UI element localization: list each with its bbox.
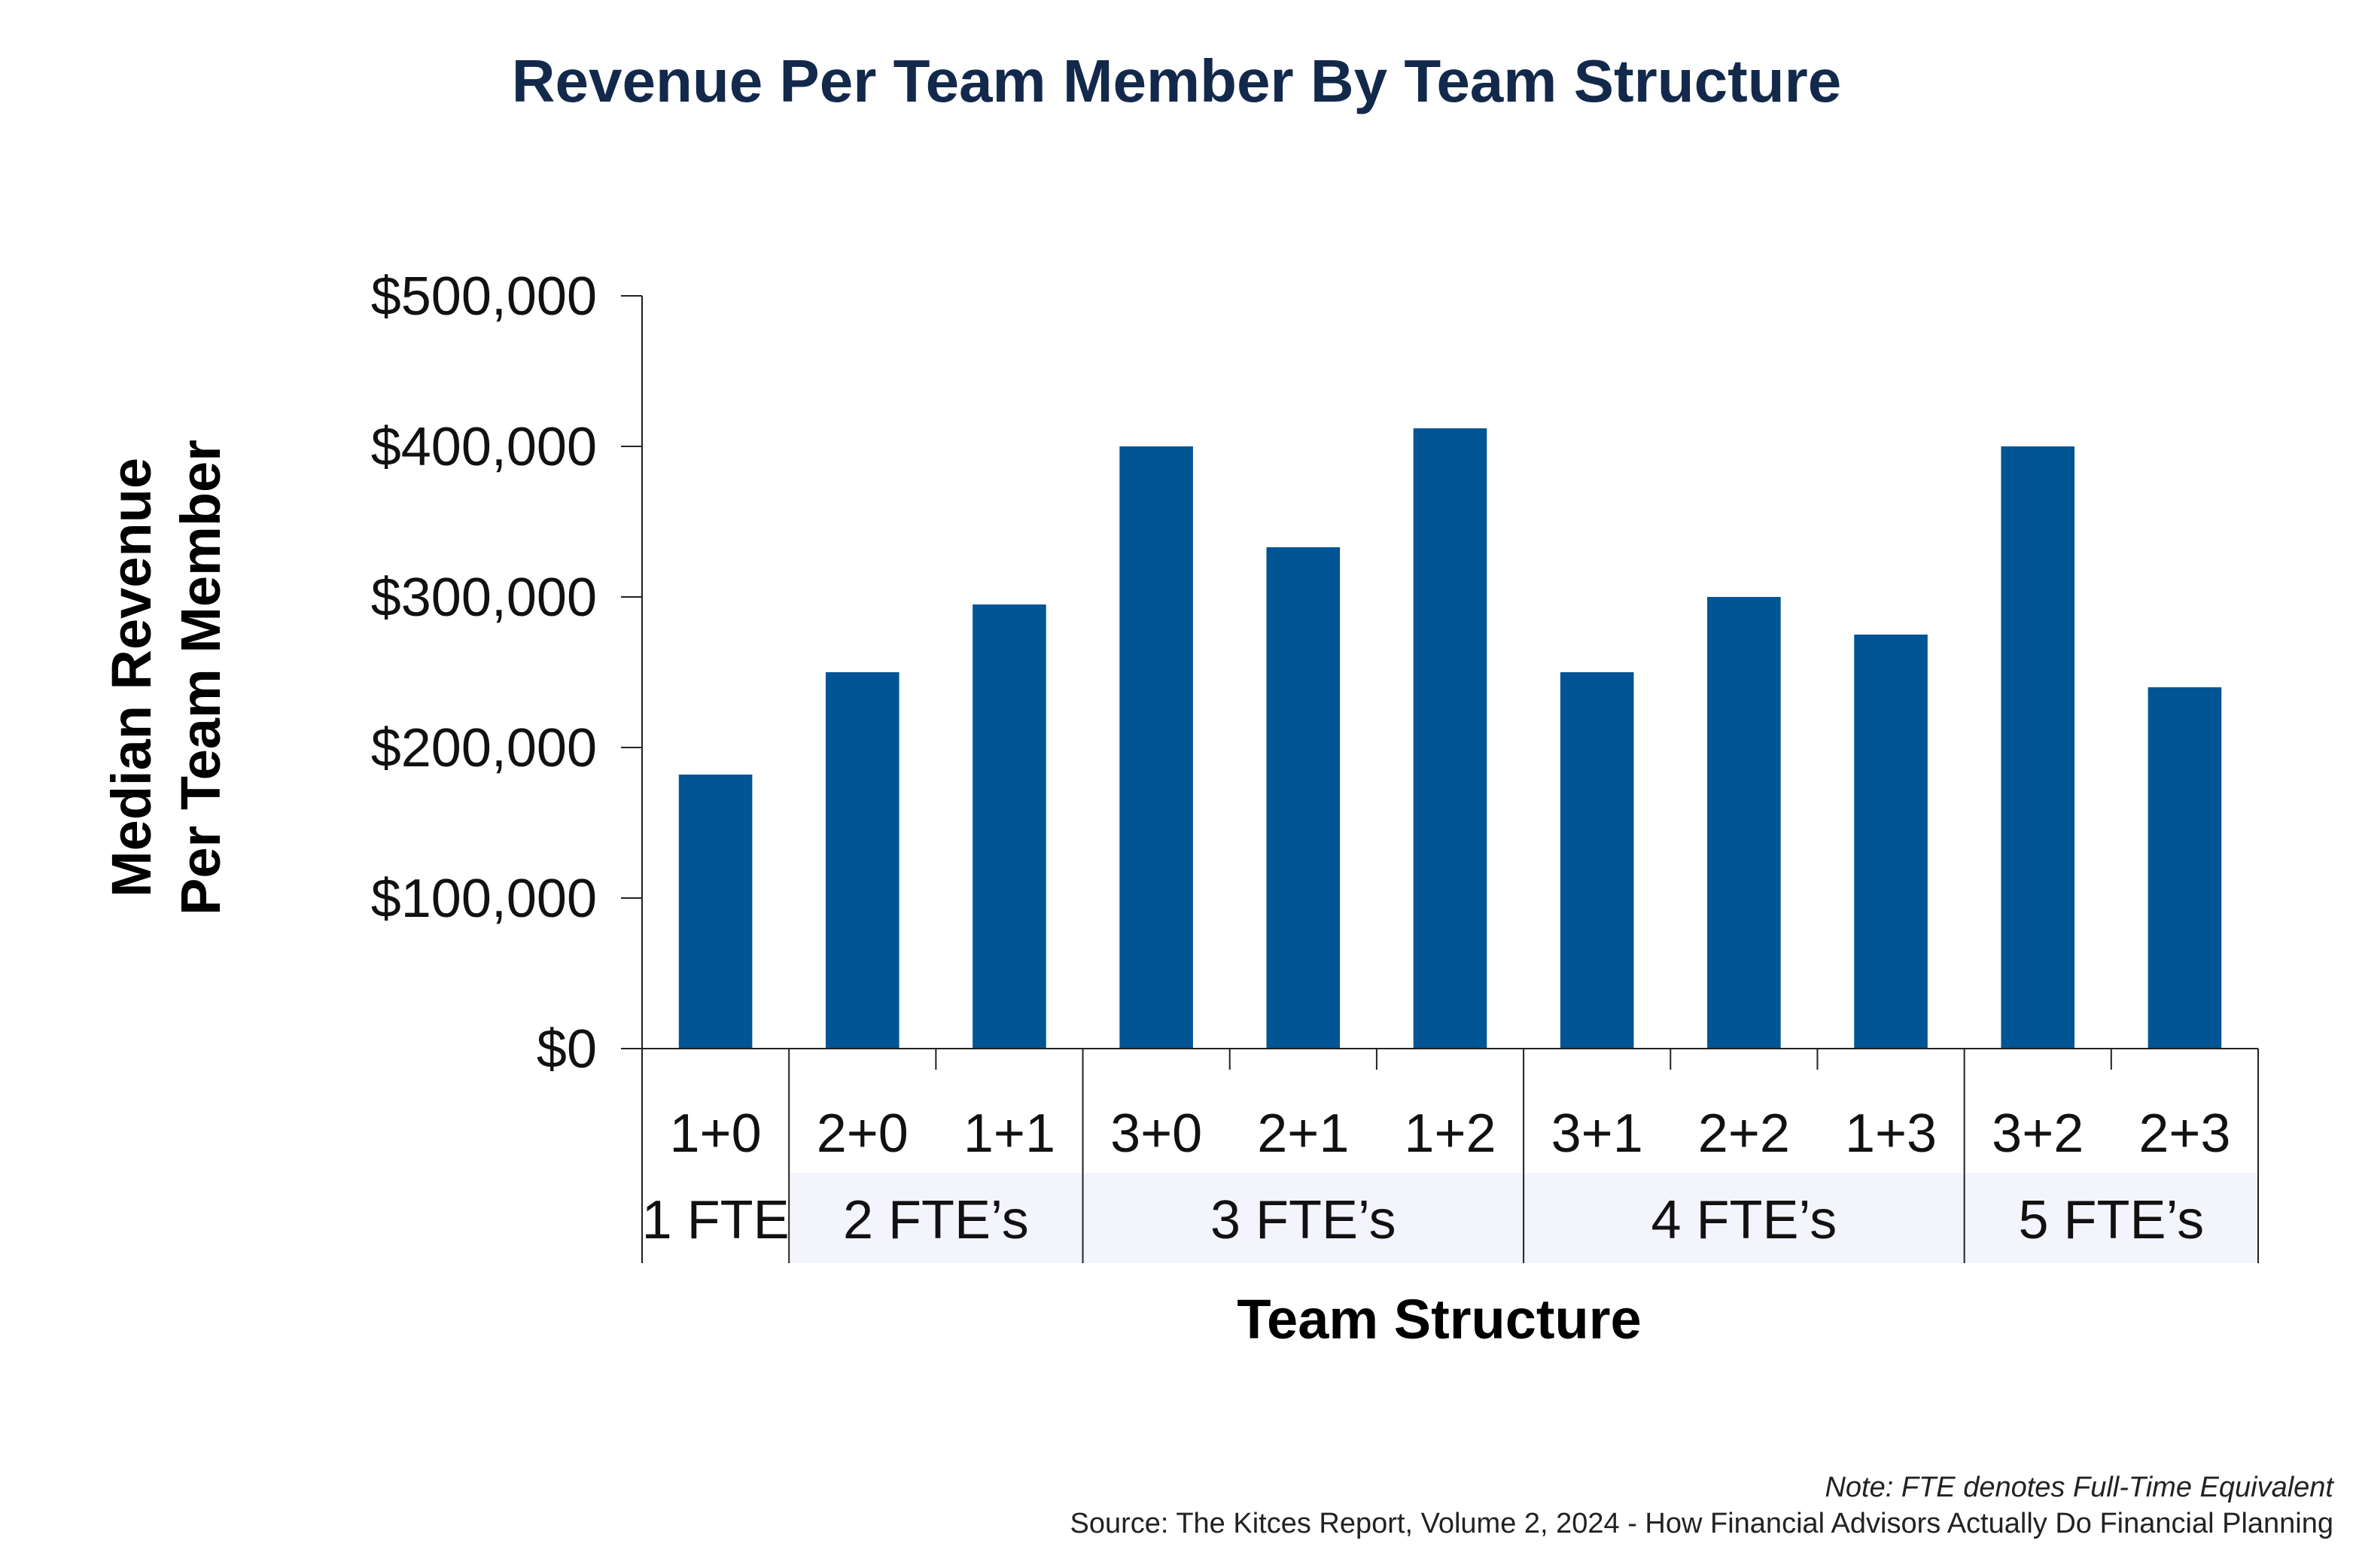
note-text: Note: FTE denotes Full-Time Equivalent: [1825, 1472, 2333, 1503]
bar-1+3: [1854, 635, 1928, 1049]
x-tick-label: 2+2: [1698, 1104, 1790, 1164]
x-tick-label: 1+0: [670, 1104, 762, 1164]
group-band: [1964, 1173, 2258, 1263]
bar-3+0: [1119, 446, 1193, 1049]
bar-3+2: [2001, 446, 2075, 1049]
bar-2+3: [2148, 687, 2222, 1049]
bar-2+2: [1707, 597, 1781, 1049]
y-axis-label-line: Per Team Member: [169, 440, 232, 915]
axes: [621, 296, 2259, 1263]
bar-1+0: [678, 775, 753, 1049]
y-tick-label: $100,000: [371, 869, 597, 929]
group-label: 5 FTE’s: [2018, 1190, 2204, 1250]
x-tick-label: 1+3: [1845, 1104, 1937, 1164]
x-tick-label: 2+1: [1257, 1104, 1349, 1164]
x-ticks: 1+0 2+0 1+1 3+0 2+1 1+2 3+1 2+2 1+3 3+2 2+3: [670, 1104, 2231, 1164]
x-tick-label: 1+1: [963, 1104, 1055, 1164]
source-text: Source: The Kitces Report, Volume 2, 202…: [1070, 1508, 2334, 1539]
x-tick-label: 2+3: [2138, 1104, 2230, 1164]
group-band: [1524, 1173, 1965, 1263]
group-label: 4 FTE’s: [1651, 1190, 1837, 1250]
group-bands: [789, 1173, 2258, 1263]
bar-2+1: [1266, 547, 1341, 1049]
y-ticks: $0 $100,000 $200,000 $300,000 $400,000 $500,0…: [371, 266, 642, 1079]
bar-3+1: [1560, 672, 1634, 1049]
y-axis-label: Median Revenue Per Team Member: [100, 440, 232, 915]
group-label: 2 FTE’s: [843, 1190, 1029, 1250]
bar-1+2: [1413, 428, 1487, 1049]
footnote: Note: FTE denotes Full-Time Equivalent S…: [1070, 1469, 2334, 1542]
x-tick-label: 2+0: [817, 1104, 909, 1164]
group-label: 3 FTE’s: [1210, 1190, 1396, 1250]
y-tick-label: $500,000: [371, 266, 597, 327]
y-tick-label: $0: [537, 1019, 597, 1079]
bars: [678, 428, 2222, 1049]
x-tick-label: 3+0: [1110, 1104, 1202, 1164]
y-tick-label: $200,000: [371, 718, 597, 778]
y-axis-label-line: Median Revenue: [100, 458, 163, 897]
group-band: [789, 1173, 1083, 1263]
x-tick-label: 3+1: [1551, 1104, 1643, 1164]
x-tick-label: 3+2: [1992, 1104, 2084, 1164]
chart-title: Revenue Per Team Member By Team Structur…: [511, 47, 1842, 114]
group-label: 1 FTE: [642, 1190, 790, 1250]
bar-1+1: [973, 604, 1046, 1049]
x-axis-label: Team Structure: [1237, 1288, 1641, 1350]
group-labels: 1 FTE 2 FTE’s 3 FTE’s 4 FTE’s 5 FTE’s: [642, 1190, 2205, 1250]
group-band: [1082, 1173, 1524, 1263]
y-tick-label: $400,000: [371, 417, 597, 477]
y-tick-label: $300,000: [371, 568, 597, 628]
bar-2+0: [825, 672, 899, 1049]
x-tick-label: 1+2: [1404, 1104, 1496, 1164]
